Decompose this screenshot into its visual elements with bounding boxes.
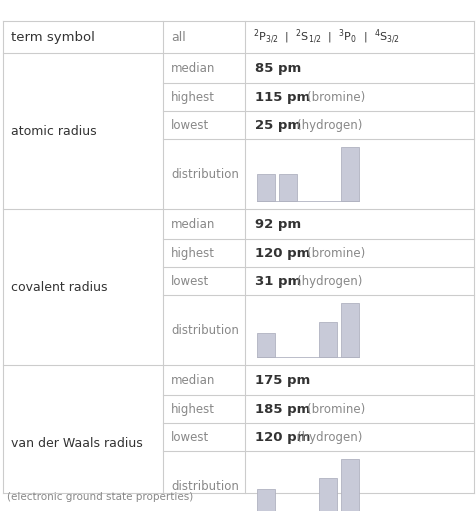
Text: (electronic ground state properties): (electronic ground state properties) [7, 492, 193, 502]
Text: 92 pm: 92 pm [255, 218, 300, 230]
Text: highest: highest [170, 246, 215, 260]
Text: 120 pm: 120 pm [255, 430, 310, 444]
Text: (bromine): (bromine) [307, 90, 365, 104]
Text: 185 pm: 185 pm [255, 403, 310, 415]
Text: 25 pm: 25 pm [255, 119, 300, 131]
Text: 85 pm: 85 pm [255, 61, 301, 75]
Text: term symbol: term symbol [11, 31, 95, 43]
Text: (hydrogen): (hydrogen) [297, 274, 362, 288]
Text: (hydrogen): (hydrogen) [297, 119, 362, 131]
Bar [340, 303, 358, 357]
Text: covalent radius: covalent radius [11, 281, 107, 293]
Text: (bromine): (bromine) [307, 403, 365, 415]
Bar [257, 489, 275, 511]
Text: median: median [170, 218, 215, 230]
Text: $^{2}\mathrm{P}_{3/2}$  |  $^{2}\mathrm{S}_{1/2}$  |  $^{3}\mathrm{P}_{0}$  |  $: $^{2}\mathrm{P}_{3/2}$ | $^{2}\mathrm{S}… [252, 28, 399, 47]
Text: highest: highest [170, 90, 215, 104]
Text: lowest: lowest [170, 274, 209, 288]
Bar [318, 322, 336, 357]
Text: lowest: lowest [170, 119, 209, 131]
Bar [318, 478, 336, 511]
Text: all: all [170, 31, 185, 43]
Text: atomic radius: atomic radius [11, 125, 97, 137]
Text: distribution: distribution [170, 479, 238, 493]
Bar [340, 147, 358, 201]
Text: 115 pm: 115 pm [255, 90, 309, 104]
Text: 31 pm: 31 pm [255, 274, 301, 288]
Text: 175 pm: 175 pm [255, 374, 309, 386]
Text: median: median [170, 61, 215, 75]
Text: van der Waals radius: van der Waals radius [11, 436, 142, 450]
Text: (bromine): (bromine) [307, 246, 365, 260]
Text: lowest: lowest [170, 430, 209, 444]
Text: (hydrogen): (hydrogen) [297, 430, 362, 444]
Text: distribution: distribution [170, 168, 238, 180]
Bar [257, 333, 275, 357]
Text: median: median [170, 374, 215, 386]
Bar [278, 174, 297, 201]
Text: 120 pm: 120 pm [255, 246, 310, 260]
Bar [257, 174, 275, 201]
Text: distribution: distribution [170, 323, 238, 337]
Text: highest: highest [170, 403, 215, 415]
Bar [340, 459, 358, 511]
